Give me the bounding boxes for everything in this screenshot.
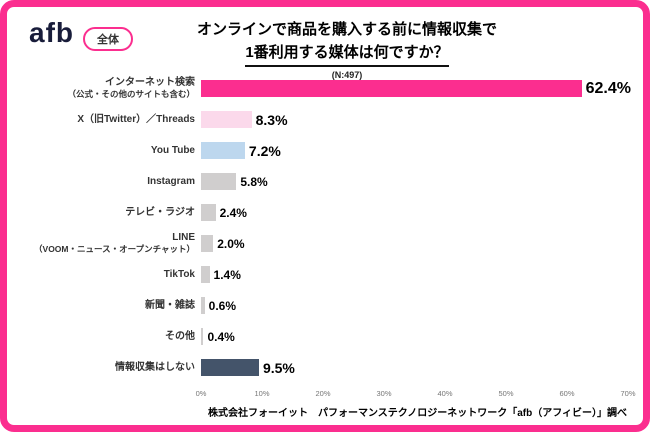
chart-row: 情報収集はしない 9.5% [21, 352, 628, 383]
bar-label: 新聞・雑誌 [145, 300, 195, 311]
chart-row: TikTok 1.4% [21, 259, 628, 290]
sample-size: (N:497) [331, 70, 363, 80]
bar-plot-area: 2.4% [201, 197, 628, 228]
bar-plot-area: 0.4% [201, 321, 628, 352]
bar-plot-area: 62.4% [201, 73, 631, 104]
chart-title-line1: オンラインで商品を購入する前に情報収集で [196, 21, 497, 38]
bar-value: 0.4% [207, 329, 235, 344]
bar-value: 8.3% [255, 111, 288, 128]
bar-value: 5.8% [240, 174, 268, 189]
bar-label: インターネット検索 （公式・その他のサイトも含む） [67, 77, 195, 100]
chart-rows: インターネット検索 （公式・その他のサイトも含む） 62.4% X（旧Twitte… [21, 73, 631, 383]
bar-plot-area: 1.4% [201, 259, 628, 290]
bar-label: You Tube [150, 145, 195, 156]
bar-value: 0.6% [208, 298, 237, 313]
bar-value: 2.4% [219, 205, 247, 220]
bar-label: その他 [165, 331, 195, 342]
bar-plot-area: 8.3% [201, 104, 628, 135]
bar-plot-area: 0.6% [201, 290, 628, 321]
bar [201, 235, 214, 252]
chart-title-block: オンラインで商品を購入する前に情報収集で 1番利用する媒体は何ですか？ (N:4… [155, 19, 539, 80]
chart-row: 新聞・雑誌 0.6% [21, 290, 628, 321]
bar [201, 297, 205, 314]
chart-row: You Tube 7.2% [21, 135, 628, 166]
scope-badge: 全体 [83, 27, 133, 51]
bar-plot-area: 5.8% [201, 166, 628, 197]
x-tick: 30% [376, 389, 392, 398]
x-tick: 20% [315, 389, 331, 398]
bar [201, 80, 582, 97]
bar-label: X（旧Twitter）／Threads [77, 114, 195, 125]
chart-row: インターネット検索 （公式・その他のサイトも含む） 62.4% [21, 73, 631, 104]
x-tick: 10% [254, 389, 270, 398]
bar [201, 359, 259, 376]
bar-label: Instagram [147, 176, 195, 187]
source-credit: 株式会社フォーイット パフォーマンステクノロジーネットワーク「afb（アフィビー… [208, 408, 627, 419]
bar-plot-area: 7.2% [201, 135, 628, 166]
x-tick: 50% [498, 389, 514, 398]
bar-value: 2.0% [217, 236, 245, 251]
x-axis: 0% 10% 20% 30% 40% 50% 60% 70% [196, 389, 636, 401]
chart-row: X（旧Twitter）／Threads 8.3% [21, 104, 628, 135]
bar-plot-area: 2.0% [201, 228, 628, 259]
chart-row: テレビ・ラジオ 2.4% [21, 197, 628, 228]
bar-value: 7.2% [248, 142, 281, 159]
afb-logo: afb [29, 17, 74, 48]
chart-row: その他 0.4% [21, 321, 628, 352]
x-tick: 60% [559, 389, 575, 398]
bar-label: 情報収集はしない [115, 362, 195, 373]
bar-label: TikTok [163, 269, 195, 280]
bar [201, 142, 245, 159]
bar-value: 9.5% [262, 359, 295, 376]
bar [201, 266, 210, 283]
chart-title-line2: 1番利用する媒体は何ですか？ [155, 42, 539, 67]
x-tick: 70% [620, 389, 636, 398]
chart-row: LINE （VOOM・ニュース・オープンチャット） 2.0% [21, 228, 628, 259]
x-tick: 40% [437, 389, 453, 398]
bar-label: テレビ・ラジオ [125, 207, 195, 218]
chart-row: Instagram 5.8% [21, 166, 628, 197]
bar [201, 173, 237, 190]
bar [201, 111, 252, 128]
x-tick: 0% [195, 389, 207, 398]
bar-label: LINE （VOOM・ニュース・オープンチャット） [34, 232, 195, 255]
bar [201, 204, 216, 221]
bar [201, 328, 204, 345]
bar-value: 62.4% [585, 79, 631, 97]
bar-plot-area: 9.5% [201, 352, 628, 383]
bar-value: 1.4% [213, 267, 241, 282]
